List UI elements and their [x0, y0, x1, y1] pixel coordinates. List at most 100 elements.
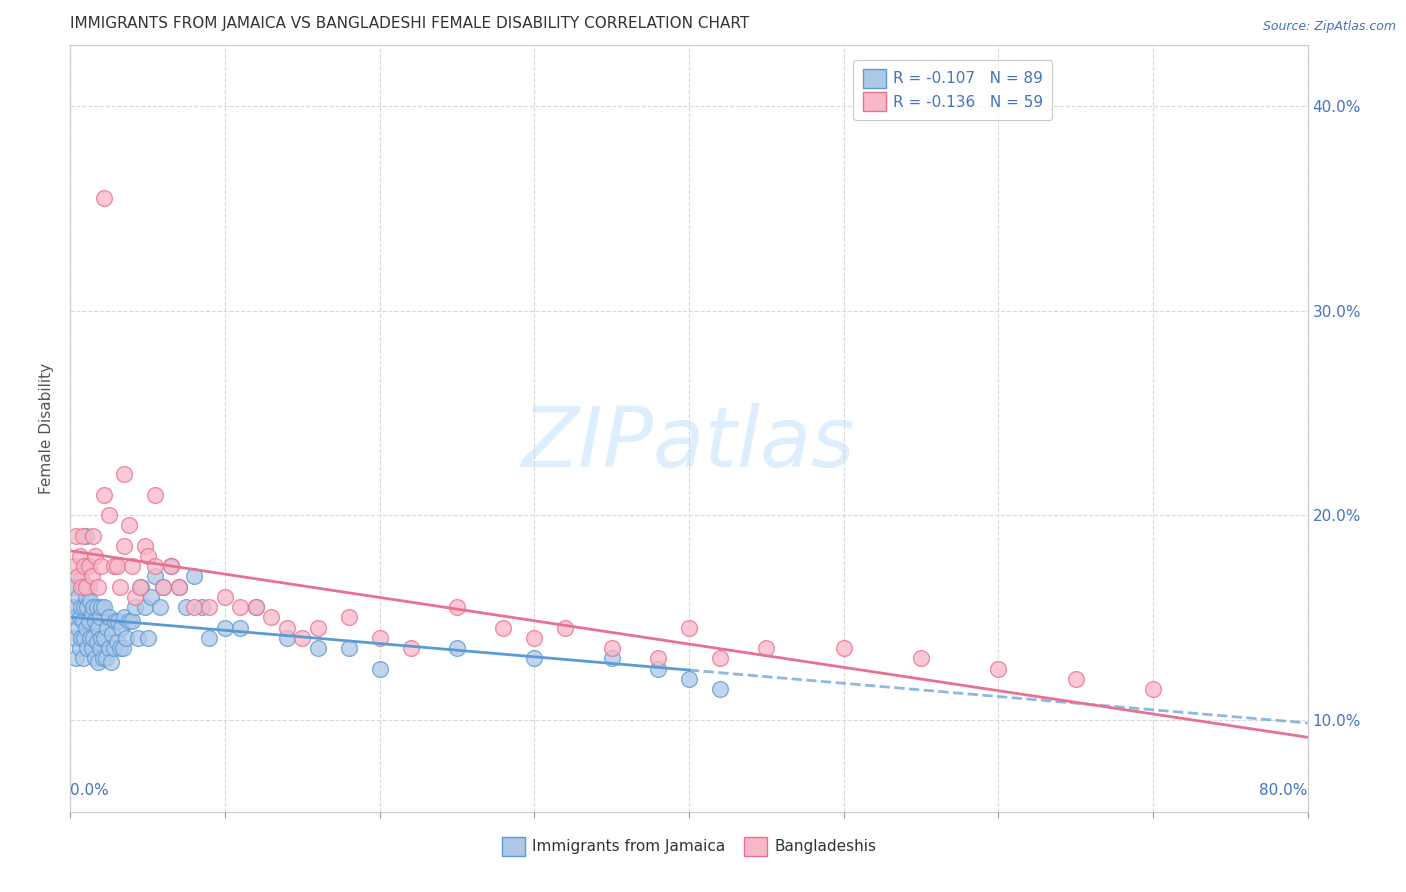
- Point: [600, 651, 623, 665]
- Text: ZIPatlas: ZIPatlas: [522, 403, 856, 484]
- Point: [131, 580, 153, 594]
- Point: [260, 610, 283, 624]
- Point: [80, 607, 103, 621]
- Point: [291, 631, 314, 645]
- Point: [80, 569, 103, 583]
- Point: [229, 600, 252, 615]
- Point: [167, 580, 190, 594]
- Point: [69, 641, 91, 656]
- Point: [72, 651, 94, 665]
- Point: [136, 631, 159, 645]
- Point: [67, 569, 90, 583]
- Text: IMMIGRANTS FROM JAMAICA VS BANGLADESHI FEMALE DISABILITY CORRELATION CHART: IMMIGRANTS FROM JAMAICA VS BANGLADESHI F…: [70, 16, 749, 31]
- Point: [72, 528, 94, 542]
- Point: [214, 621, 236, 635]
- Point: [245, 600, 267, 615]
- Point: [1064, 672, 1087, 686]
- Point: [136, 549, 159, 563]
- Text: Source: ZipAtlas.com: Source: ZipAtlas.com: [1263, 20, 1396, 33]
- Point: [160, 559, 183, 574]
- Point: [93, 488, 115, 502]
- Point: [90, 631, 112, 645]
- Point: [399, 641, 422, 656]
- Point: [145, 488, 166, 502]
- Point: [103, 559, 125, 574]
- Point: [79, 594, 101, 608]
- Point: [65, 610, 87, 624]
- Point: [107, 615, 129, 629]
- Point: [82, 600, 105, 615]
- Point: [77, 580, 100, 594]
- Point: [80, 641, 103, 656]
- Point: [114, 539, 135, 553]
- Point: [832, 641, 855, 656]
- Point: [1142, 681, 1164, 696]
- Point: [103, 641, 125, 656]
- Point: [79, 631, 101, 645]
- Point: [100, 656, 122, 670]
- Point: [76, 641, 98, 656]
- Point: [139, 590, 162, 604]
- Point: [96, 621, 118, 635]
- Point: [145, 569, 166, 583]
- Point: [523, 631, 546, 645]
- Point: [94, 651, 117, 665]
- Point: [84, 651, 107, 665]
- Point: [70, 600, 93, 615]
- Point: [76, 600, 98, 615]
- Point: [77, 615, 100, 629]
- Point: [98, 508, 120, 522]
- Legend: Immigrants from Jamaica, Bangladeshis: Immigrants from Jamaica, Bangladeshis: [495, 830, 883, 862]
- Point: [73, 631, 96, 645]
- Point: [75, 528, 97, 542]
- Point: [105, 635, 128, 649]
- Point: [129, 580, 152, 594]
- Point: [73, 600, 96, 615]
- Point: [63, 559, 86, 574]
- Point: [368, 631, 391, 645]
- Point: [110, 621, 132, 635]
- Point: [987, 661, 1010, 675]
- Point: [70, 631, 93, 645]
- Point: [98, 641, 120, 656]
- Point: [104, 615, 127, 629]
- Y-axis label: Female Disability: Female Disability: [39, 362, 55, 494]
- Point: [93, 631, 115, 645]
- Point: [145, 559, 166, 574]
- Point: [337, 641, 360, 656]
- Point: [65, 651, 87, 665]
- Point: [86, 635, 108, 649]
- Point: [678, 621, 700, 635]
- Point: [446, 600, 468, 615]
- Point: [90, 600, 112, 615]
- Point: [108, 580, 131, 594]
- Point: [647, 651, 669, 665]
- Point: [70, 569, 93, 583]
- Point: [72, 580, 94, 594]
- Point: [114, 467, 135, 482]
- Point: [75, 621, 97, 635]
- Point: [75, 580, 97, 594]
- Point: [121, 559, 143, 574]
- Point: [307, 641, 329, 656]
- Point: [554, 621, 576, 635]
- Point: [229, 621, 252, 635]
- Point: [84, 615, 107, 629]
- Point: [101, 626, 124, 640]
- Point: [118, 615, 141, 629]
- Text: 0.0%: 0.0%: [70, 783, 110, 798]
- Point: [647, 661, 669, 675]
- Point: [87, 656, 110, 670]
- Point: [910, 651, 932, 665]
- Point: [276, 631, 298, 645]
- Point: [105, 559, 128, 574]
- Point: [115, 631, 138, 645]
- Point: [63, 600, 86, 615]
- Point: [73, 559, 96, 574]
- Point: [90, 559, 112, 574]
- Point: [755, 641, 778, 656]
- Point: [69, 549, 91, 563]
- Point: [77, 559, 100, 574]
- Point: [67, 621, 90, 635]
- Point: [67, 590, 90, 604]
